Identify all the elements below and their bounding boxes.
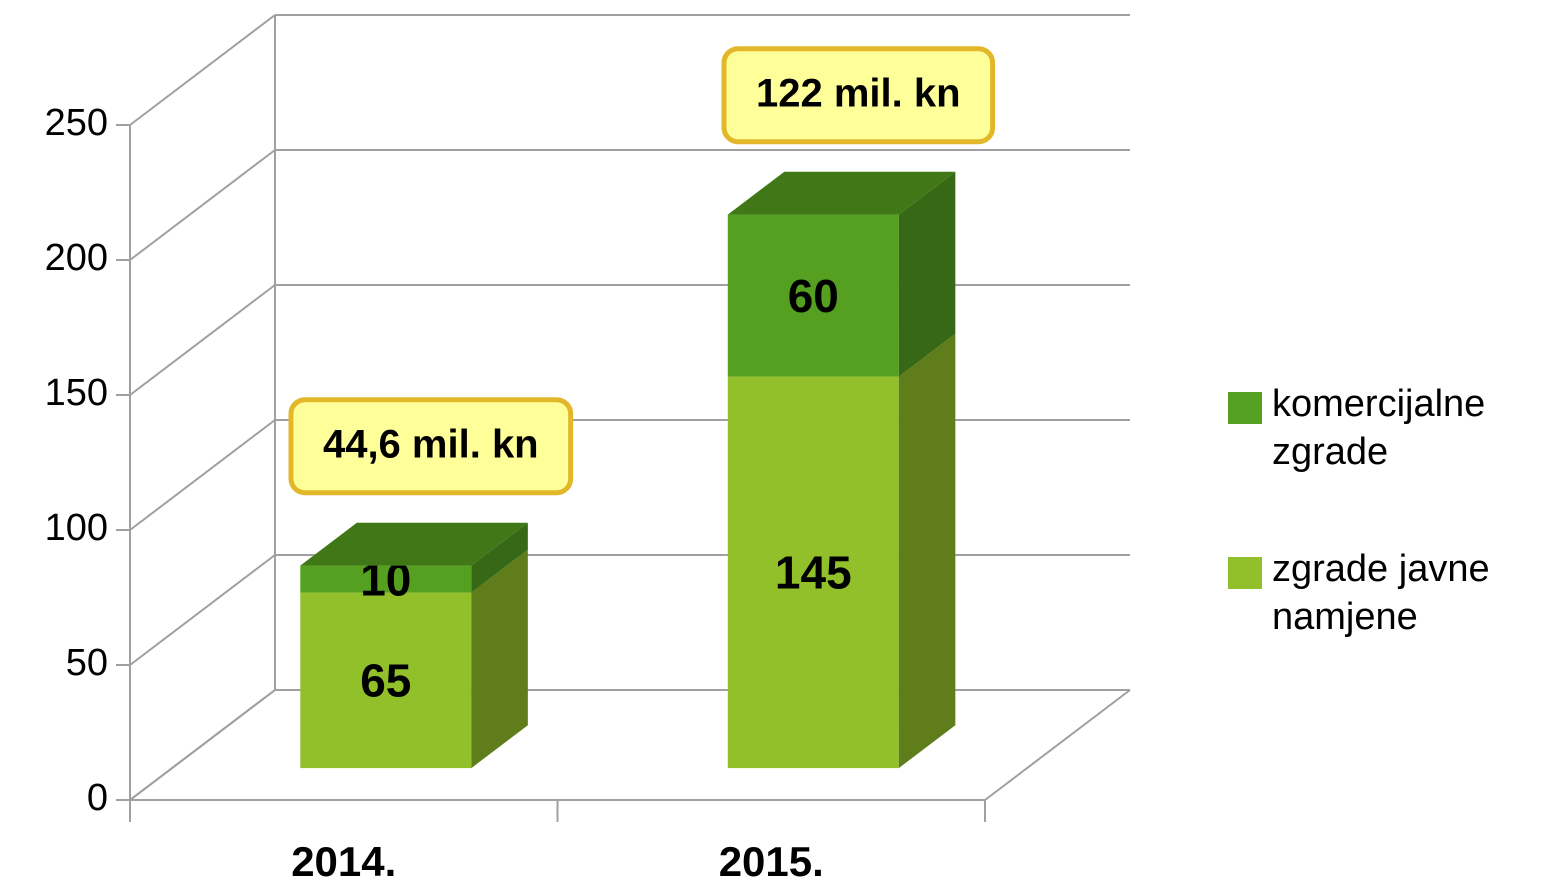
y-tick-label: 250 xyxy=(45,102,108,144)
data-label: 145 xyxy=(775,547,852,599)
bar-top xyxy=(727,171,956,215)
bar-side xyxy=(898,333,956,769)
bar-segment xyxy=(727,214,899,377)
annotation-text: 122 mil. kn xyxy=(756,71,961,115)
legend-label: komercijalne zgrade xyxy=(1272,383,1486,473)
y-tick-label: 0 xyxy=(87,777,108,819)
floor-right-edge xyxy=(984,689,1131,801)
bar-side xyxy=(471,549,528,769)
y-tick-label: 150 xyxy=(45,372,108,414)
annotation-box xyxy=(721,46,996,145)
legend-label: zgrade javne namjene xyxy=(1272,548,1490,638)
bar-side xyxy=(898,171,956,377)
x-tick-label: 2015. xyxy=(719,838,824,885)
annotation-text: 44,6 mil. kn xyxy=(323,422,539,466)
bar-top xyxy=(300,522,528,566)
bar-segment xyxy=(727,376,899,769)
y-tick-label: 50 xyxy=(66,642,108,684)
data-label: 60 xyxy=(788,270,839,322)
bar-side xyxy=(471,522,528,593)
grid-line xyxy=(129,689,276,801)
grid-line xyxy=(129,419,276,531)
grid-line xyxy=(129,284,276,396)
bar-segment xyxy=(300,565,472,593)
legend-item: komercijalne zgrade xyxy=(1272,383,1486,473)
grid-line xyxy=(129,14,276,126)
legend-item: zgrade javne namjene xyxy=(1272,548,1490,638)
y-tick-label: 100 xyxy=(45,507,108,549)
legend-swatch xyxy=(1228,392,1262,424)
legend-swatch xyxy=(1228,557,1262,589)
x-tick-label: 2014. xyxy=(291,838,396,885)
grid-line xyxy=(129,554,276,666)
grid-line xyxy=(129,149,276,261)
annotation: 122 mil. kn xyxy=(721,46,996,145)
annotation: 44,6 mil. kn xyxy=(288,397,574,496)
y-tick-label: 200 xyxy=(45,237,108,279)
bar-segment xyxy=(300,592,472,769)
annotation-box xyxy=(288,397,574,496)
data-label: 65 xyxy=(360,655,411,707)
